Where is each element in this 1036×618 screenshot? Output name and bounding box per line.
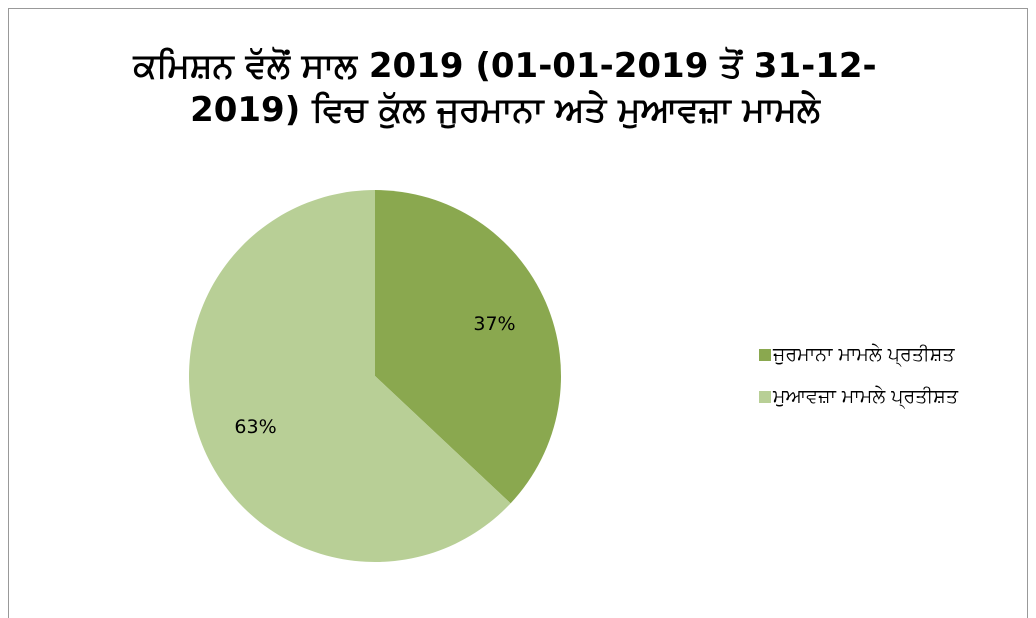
- chart-title: ਕਮਿਸ਼ਨ ਵੱਲੋਂ ਸਾਲ 2019 (01-01-2019 ਤੋਂ 31…: [133, 46, 877, 130]
- pie-slice: [189, 190, 511, 562]
- legend-swatch: [759, 391, 771, 403]
- legend-label: ਜੁਰਮਾਨਾ ਮਾਮਲੇ ਪ੍ਰਤੀਸ਼ਤ: [772, 344, 955, 368]
- legend-label: ਮੁਆਵਜ਼ਾ ਮਾਮਲੇ ਪ੍ਰਤੀਸ਼ਤ: [772, 386, 959, 410]
- chart-border: [8, 8, 1028, 618]
- data-label: 63%: [234, 416, 276, 438]
- pie-slice: [375, 190, 562, 504]
- legend-swatch: [759, 349, 771, 361]
- data-label: 37%: [473, 313, 515, 335]
